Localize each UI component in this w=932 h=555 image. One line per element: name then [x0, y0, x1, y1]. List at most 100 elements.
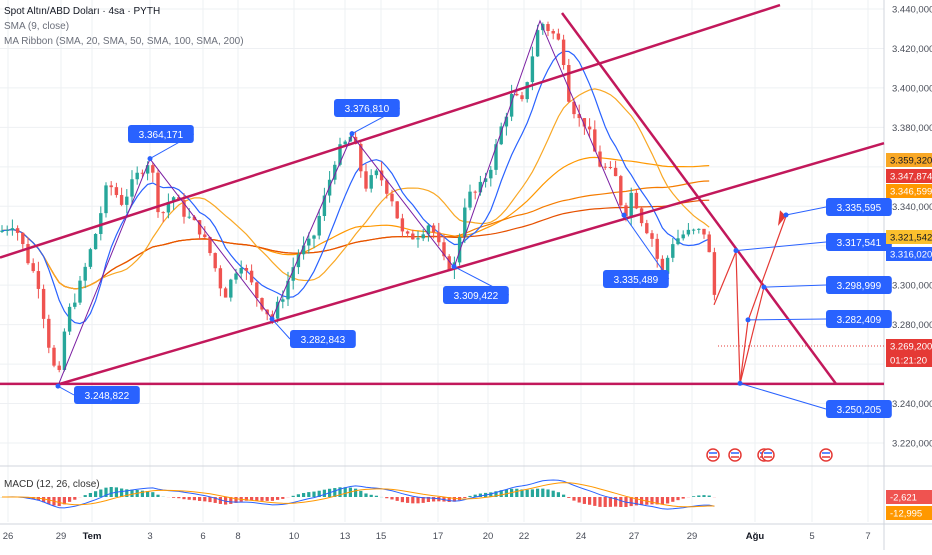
candle-body: [613, 167, 618, 177]
macd-legend[interactable]: MACD (12, 26, close): [4, 479, 100, 490]
candle: [608, 161, 613, 170]
candle: [0, 225, 4, 234]
macd-histogram-bar: [192, 497, 196, 501]
candle: [140, 169, 145, 178]
macd-histogram-bar: [551, 490, 555, 497]
candle: [156, 169, 160, 218]
candle-body: [624, 205, 628, 217]
candle-body: [57, 365, 61, 370]
macd-histogram-bar: [203, 497, 207, 502]
callout-box: [74, 386, 140, 404]
sma-indicator-label[interactable]: SMA (9, close): [4, 21, 70, 32]
candle: [525, 81, 529, 103]
candle-body: [322, 195, 327, 217]
candle: [249, 264, 254, 286]
macd-histogram-bar: [244, 497, 248, 501]
macd-histogram-bar: [151, 492, 155, 497]
macd-histogram-bar: [681, 497, 685, 499]
candle: [457, 233, 462, 266]
macd-histogram-bar: [250, 497, 254, 501]
callout-box: [826, 276, 892, 294]
price-axis-label: 3.240,000: [892, 399, 932, 410]
macd-histogram-bar: [281, 497, 285, 499]
candle-body: [104, 185, 108, 214]
macd-badge-bg: [886, 490, 932, 504]
candle: [405, 230, 410, 238]
candle-body: [114, 187, 119, 196]
candle: [125, 189, 129, 214]
time-axis-label: 29: [56, 531, 67, 542]
candle: [639, 206, 644, 227]
ma-ribbon-indicator-label[interactable]: MA Ribbon (SMA, 20, SMA, 50, SMA, 100, S…: [4, 36, 244, 47]
candle-body: [197, 220, 202, 235]
macd-histogram-bar: [166, 497, 170, 498]
callout-connector: [785, 206, 827, 216]
candle: [286, 271, 290, 307]
macd-histogram-bar: [588, 497, 592, 505]
candle-body: [442, 242, 446, 257]
price-callout: 3.250,205: [737, 380, 892, 418]
candle-body: [577, 114, 581, 119]
price-callout: 3.248,822: [55, 383, 140, 404]
macd-histogram-bar: [57, 497, 61, 507]
candle: [161, 211, 165, 223]
candle: [255, 281, 259, 307]
macd-histogram-bar: [385, 497, 389, 499]
candle-body: [660, 258, 665, 274]
macd-histogram-bar: [333, 488, 337, 497]
candle-body: [551, 30, 555, 34]
macd-histogram-bar: [68, 497, 72, 502]
candle: [364, 163, 368, 192]
candle-body: [650, 233, 654, 239]
macd-signal-line: [2, 482, 715, 508]
candle: [119, 187, 124, 207]
candle: [587, 118, 592, 137]
candle-body: [411, 233, 415, 240]
macd-histogram-bar: [286, 497, 290, 498]
us-flag-event-icon: [819, 448, 833, 462]
macd-histogram-bar: [62, 497, 66, 505]
macd-histogram-bar: [302, 493, 306, 497]
chart-legend: Spot Altın/ABD Doları · 4sa · PYTH SMA (…: [4, 4, 244, 49]
callout-anchor: [147, 156, 153, 162]
candle-body: [88, 249, 93, 267]
price-axis-label: 3.340,000: [892, 202, 932, 213]
macd-histogram-bar: [307, 492, 311, 497]
price-badge-bg: [886, 230, 932, 244]
macd-histogram-bar: [634, 497, 638, 506]
candle-body: [567, 65, 571, 102]
candle-body: [437, 232, 441, 243]
candle: [437, 222, 441, 247]
callout-connector: [739, 382, 827, 410]
macd-histogram-bar: [478, 493, 482, 497]
macd-histogram-bar: [494, 491, 498, 497]
macd-badge: -12,995: [886, 506, 932, 520]
callout-anchor: [745, 317, 751, 323]
candle: [88, 247, 93, 270]
candle: [57, 361, 61, 373]
candle-body: [520, 95, 524, 100]
candle-body: [26, 244, 30, 264]
price-callout: 3.298,999: [761, 276, 892, 294]
candle: [26, 237, 30, 265]
upper-channel-line: [0, 3, 781, 259]
macd-histogram-bar: [99, 489, 103, 497]
candle-body: [707, 234, 711, 253]
time-axis-label: 20: [483, 531, 494, 542]
price-badge-label: 01:21:20: [890, 356, 927, 367]
symbol-title[interactable]: Spot Altın/ABD Doları · 4sa · PYTH: [4, 6, 161, 17]
macd-histogram-bar: [296, 494, 300, 497]
candle: [99, 206, 103, 241]
candle-body: [301, 245, 306, 255]
candle: [301, 236, 306, 260]
price-badge-bg: [886, 353, 932, 367]
callout-label: 3.335,489: [614, 275, 659, 286]
candle: [686, 223, 691, 237]
candle-body: [15, 228, 20, 233]
candle-body: [41, 288, 46, 319]
candle-body: [52, 347, 56, 366]
candle: [67, 303, 72, 336]
candle-body: [5, 229, 9, 231]
